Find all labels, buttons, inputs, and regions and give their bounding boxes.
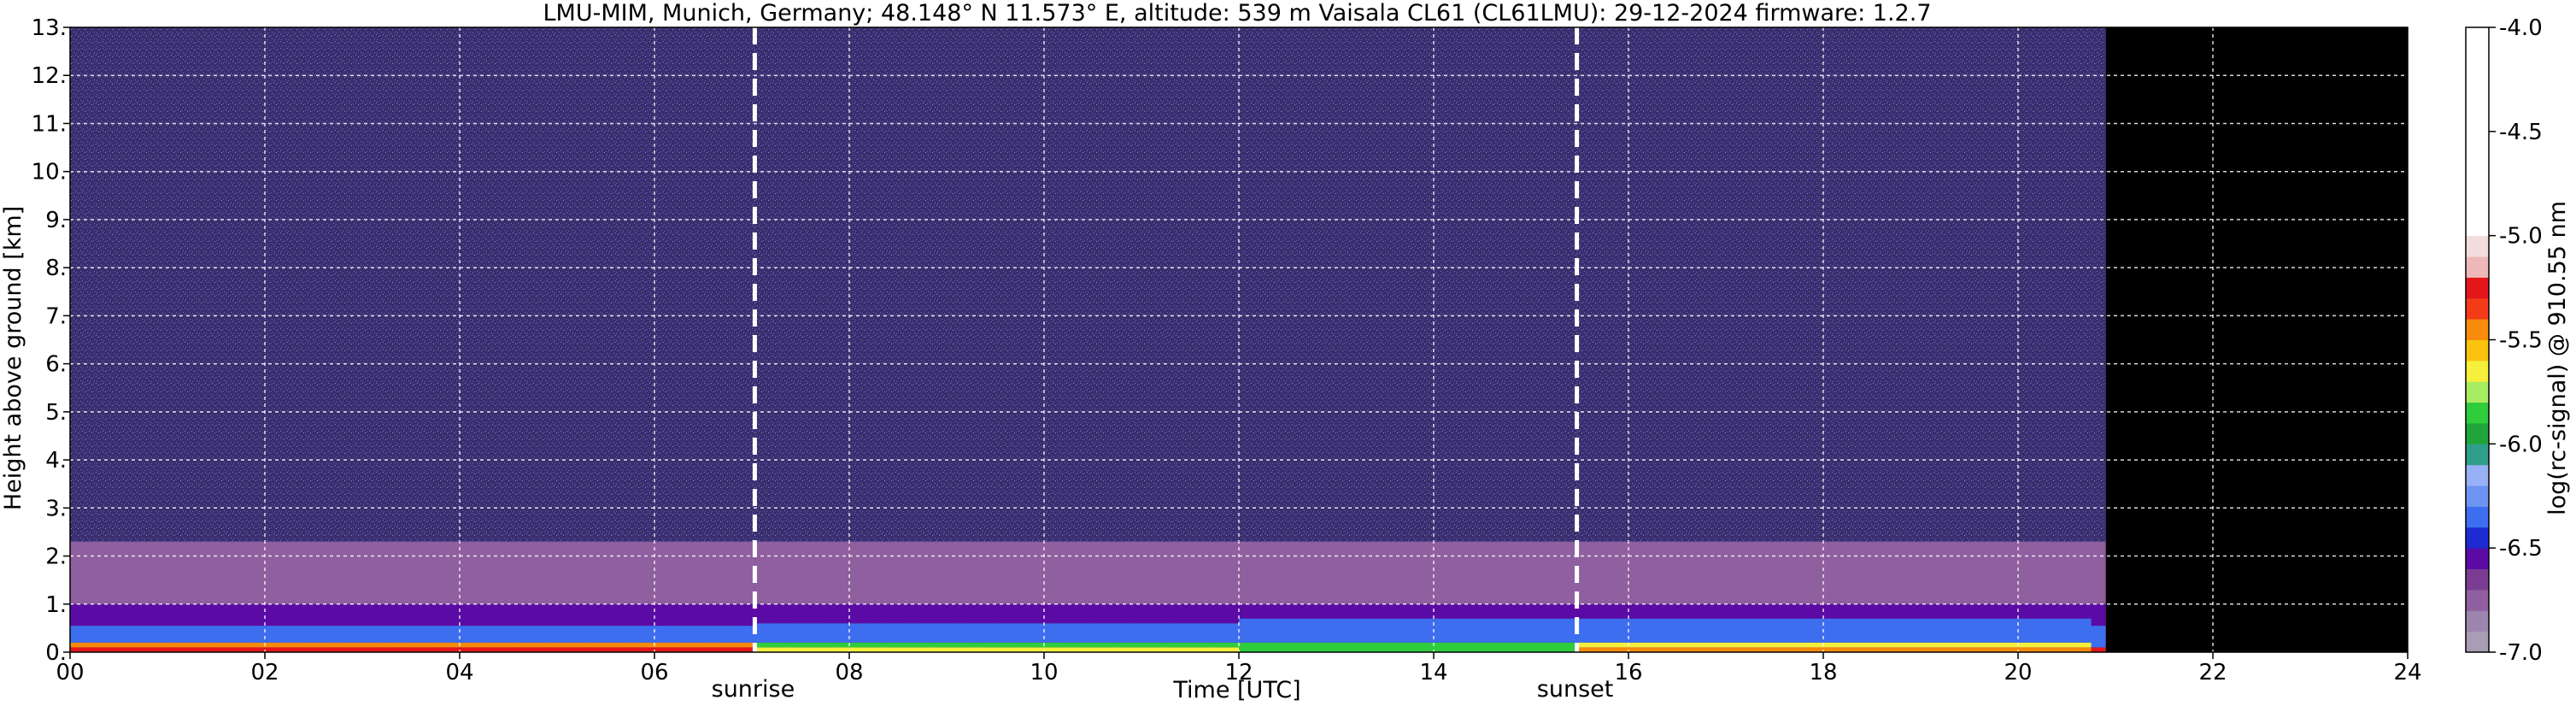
heatmap-layer-cell [754, 647, 1239, 652]
heatmap-layer-cell [70, 626, 755, 643]
y-tick-label: 11. [32, 111, 67, 137]
colorbar-level [2466, 360, 2489, 382]
x-axis-label: Time [UTC] [1172, 677, 1300, 703]
heatmap-layer-cell [2091, 541, 2106, 604]
x-tick-label: 18 [1809, 660, 1837, 685]
colorbar-tick-label: -6.5 [2499, 536, 2543, 562]
heatmap-layer-cell [2091, 626, 2106, 648]
colorbar-level [2466, 464, 2489, 486]
colorbar-level [2466, 610, 2489, 632]
colorbar-tick-label: -4.5 [2499, 120, 2543, 145]
x-tick-label: 08 [835, 660, 863, 685]
colorbar-label: log(rc-signal) @ 910.55 nm [2544, 201, 2571, 515]
colorbar-level [2466, 256, 2489, 278]
heatmap-layer-cell [70, 603, 755, 627]
colorbar-level [2466, 527, 2489, 549]
plot-frame [69, 26, 2409, 653]
heatmap-noise-cell [2091, 27, 2106, 652]
y-tick-label: 6. [45, 352, 67, 378]
colorbar-tick-label: -4.0 [2499, 15, 2543, 41]
x-tick-label: 12 [1224, 660, 1253, 685]
heatmap-layer-cell [1239, 618, 1577, 643]
x-tick-label: 04 [445, 660, 473, 685]
heatmap-layer-cell [1576, 642, 2092, 648]
heatmap-background-cell [2105, 27, 2408, 652]
y-tick-label: 9. [45, 208, 67, 233]
heatmap-layer-cell [754, 541, 1239, 604]
y-tick-label: 0. [45, 640, 67, 666]
heatmap-plot-area [70, 27, 2408, 652]
y-tick-label: 8. [45, 256, 67, 281]
colorbar-level [2466, 631, 2489, 653]
y-tick-label: 13. [32, 15, 67, 41]
heatmap-layer-cell [754, 603, 1239, 624]
colorbar-level [2466, 277, 2489, 299]
y-tick-label: 4. [45, 448, 67, 474]
heatmap-layer-cell [1576, 603, 2092, 619]
x-tick-label: 10 [1030, 660, 1058, 685]
heatmap-layer-cell [1239, 603, 1577, 619]
x-tick-label: 16 [1614, 660, 1642, 685]
y-tick-label: 1. [45, 592, 67, 618]
colorbar-tick-label: -5.5 [2499, 328, 2543, 354]
colorbar-level [2466, 339, 2489, 362]
colorbar-tick-label: -5.0 [2499, 224, 2543, 250]
x-tick-label: 02 [250, 660, 279, 685]
heatmap-layer-cell [1239, 642, 1577, 652]
x-tick-label: 14 [1419, 660, 1447, 685]
y-axis-label: Height above ground [km] [0, 206, 26, 510]
heatmap-layer-cell [1576, 647, 2092, 652]
annotation-layer: sunrise sunset [712, 27, 1614, 703]
colorbar-level [2466, 27, 2489, 237]
colorbar-level [2466, 506, 2489, 528]
colorbar-level [2466, 485, 2489, 507]
y-tick-label: 3. [45, 496, 67, 521]
heatmap-layer-cell [754, 642, 1239, 648]
colorbar-level [2466, 589, 2489, 611]
colorbar-level [2466, 319, 2489, 340]
colorbar-level [2466, 568, 2489, 591]
heatmap-layer-cell [1576, 618, 2092, 643]
heatmap-layer-cell [1239, 541, 1577, 604]
colorbar-tick-label: -6.0 [2499, 432, 2543, 457]
axes-layer: 00 02 04 06 08 10 12 14 16 18 20 22 24 0. 1. 2. 3. 4. 5. 6.… [32, 15, 2422, 685]
colorbar-level [2466, 548, 2489, 570]
colorbar: -4.0 -4.5 -5.0 -5.5 -6.0 -6.5 -7.0 [2465, 15, 2543, 666]
annotation-label-sunrise: sunrise [712, 676, 795, 703]
colorbar-level [2466, 297, 2489, 320]
y-tick-label: 2. [45, 544, 67, 570]
y-tick-label: 10. [32, 160, 67, 185]
annotation-label-sunset: sunset [1537, 676, 1614, 703]
colorbar-level [2466, 235, 2489, 257]
heatmap-layer-cell [70, 642, 755, 648]
x-tick-label: 06 [640, 660, 668, 685]
colorbar-level [2466, 381, 2489, 403]
x-tick-label: 22 [2198, 660, 2227, 685]
colorbar-tick-label: -7.0 [2499, 640, 2543, 666]
heatmap-layer-cell [2091, 647, 2106, 652]
heatmap-layer-cell [1576, 541, 2092, 604]
colorbar-level [2466, 444, 2489, 466]
heatmap-layer-cell [754, 623, 1239, 643]
colorbar-level [2466, 422, 2489, 444]
heatmap-layer-cell [2091, 603, 2106, 627]
y-tick-label: 7. [45, 303, 67, 329]
x-tick-label: 24 [2393, 660, 2421, 685]
x-tick-label: 00 [56, 660, 84, 685]
x-tick-label: 20 [2004, 660, 2032, 685]
y-tick-label: 12. [32, 63, 67, 89]
figure-title: LMU-MIM, Munich, Germany; 48.148° N 11.5… [543, 0, 1931, 26]
y-tick-label: 5. [45, 400, 67, 426]
colorbar-level [2466, 402, 2489, 424]
heatmap-layer-cell [70, 541, 755, 604]
heatmap-layer-cell [70, 647, 755, 652]
